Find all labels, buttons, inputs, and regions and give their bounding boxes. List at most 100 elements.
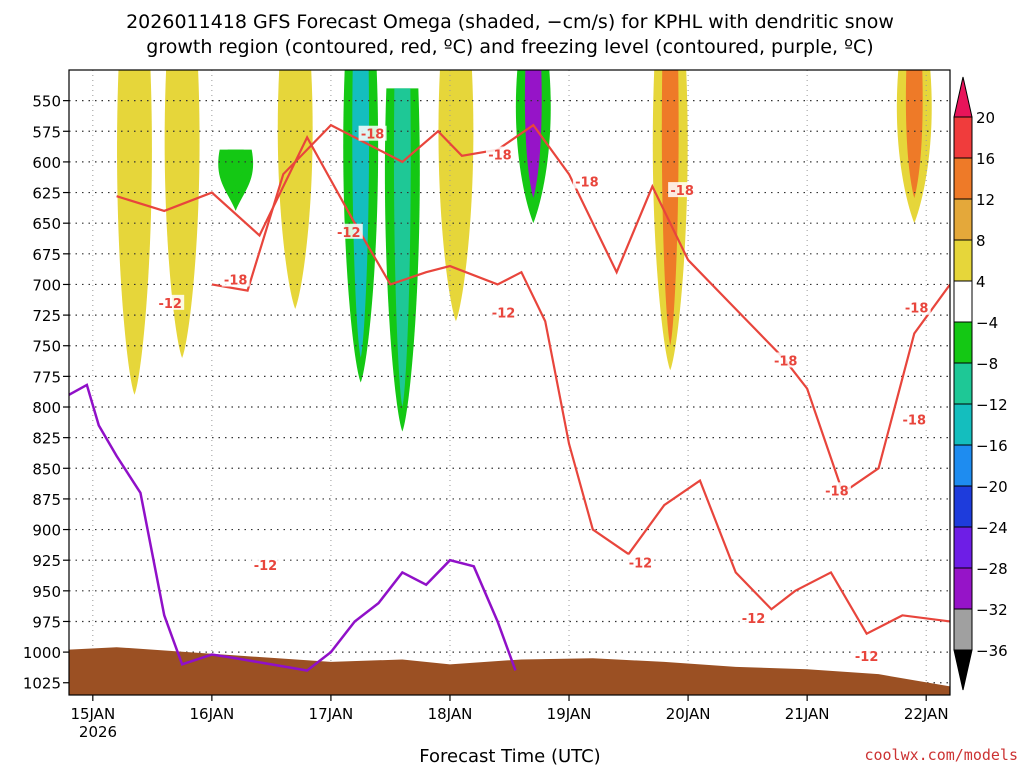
- omega-plume-core: [905, 70, 923, 199]
- x-tick-label: 15JAN: [70, 705, 115, 723]
- y-tick-label: 575: [32, 123, 61, 141]
- ground-surface: [69, 647, 950, 695]
- x-tick-label: 21JAN: [785, 705, 830, 723]
- colorbar-segment: [953, 362, 973, 405]
- colorbar-label: 12: [976, 191, 995, 209]
- x-tick-label: 17JAN: [309, 705, 354, 723]
- colorbar: 20 16 12 8 4 −4 −8 −12 −16 −20 −24 −28 −32 −36: [953, 76, 1008, 691]
- isotherm-label: -18: [825, 484, 849, 499]
- x-tick-label: 19JAN: [547, 705, 592, 723]
- colorbar-label: −24: [976, 519, 1008, 537]
- colorbar-label: −32: [976, 601, 1008, 619]
- isotherm-label: -12: [629, 557, 653, 572]
- chart-title-line1: 2026011418 GFS Forecast Omega (shaded, −…: [126, 11, 894, 33]
- omega-plume-core: [227, 149, 245, 186]
- y-tick-label: 775: [32, 368, 61, 386]
- isotherm-label-bg: [626, 554, 655, 570]
- y-tick-label: 650: [32, 215, 61, 233]
- y-tick-label: 675: [32, 246, 61, 264]
- x-year-label: 2026: [79, 723, 117, 741]
- y-tick-label: 900: [32, 522, 61, 540]
- y-tick-label: 725: [32, 307, 61, 325]
- x-axis-time: 15JAN 16JAN 17JAN 18JAN 19JAN 20JAN 21JAN 22JAN: [70, 695, 949, 723]
- x-tick-label: 22JAN: [904, 705, 949, 723]
- isotherm-label-bg: [572, 173, 601, 189]
- colorbar-label: −36: [976, 642, 1008, 660]
- isotherm-label: -18: [774, 354, 798, 369]
- isotherm-label: -18: [488, 149, 512, 164]
- isotherm-label-bg: [334, 223, 363, 239]
- plot-frame: [68, 69, 951, 696]
- omega-plume-core: [661, 70, 679, 346]
- omega-plume-core: [447, 70, 465, 297]
- plot-area: -18 -18 -18 -18 -18 -18 -18 -18 -18 -12 -12 -12 -12 -…: [69, 70, 950, 695]
- y-tick-label: 875: [32, 491, 61, 509]
- isotherm-labels: -18 -18 -18 -18 -18 -18 -18 -18 -18 -12 -12 -12 -12 -…: [156, 125, 931, 665]
- x-tick-label: 18JAN: [428, 705, 473, 723]
- isotherm-label-bg: [668, 182, 697, 198]
- colorbar-segment: [953, 608, 973, 651]
- isotherm-label: -12: [492, 307, 516, 322]
- x-tick-label: 16JAN: [189, 705, 234, 723]
- isotherm-label: -18: [361, 128, 385, 143]
- isotherm-minus18: [211, 123, 950, 495]
- isotherm-label: -12: [254, 559, 278, 574]
- omega-plume-core: [286, 70, 304, 284]
- y-tick-label: 975: [32, 613, 61, 631]
- isotherm-label-bg: [485, 146, 514, 162]
- x-axis-label: Forecast Time (UTC): [419, 746, 600, 767]
- y-tick-label: 950: [32, 583, 61, 601]
- omega-plume-core: [126, 70, 143, 370]
- colorbar-segment: [953, 485, 973, 528]
- omega-plume-core: [524, 70, 542, 199]
- x-tick-label: 20JAN: [666, 705, 711, 723]
- isotherm-label: -18: [670, 184, 694, 199]
- isotherm-label-bg: [739, 609, 768, 625]
- colorbar-segment: [953, 444, 973, 487]
- isotherm-label: -12: [855, 650, 879, 665]
- isotherm-label: -12: [337, 226, 361, 241]
- vertical-gridlines: [92, 70, 927, 695]
- y-tick-label: 925: [32, 552, 61, 570]
- credit-text: coolwx.com/models: [864, 746, 1018, 764]
- colorbar-segment: [953, 321, 973, 364]
- colorbar-label: 16: [976, 150, 995, 168]
- isotherm-label-bg: [902, 299, 931, 315]
- y-tick-label: 625: [32, 185, 61, 203]
- isotherm-label: -18: [905, 302, 929, 317]
- isotherm-label-bg: [251, 557, 280, 573]
- isotherm-label-bg: [771, 352, 800, 368]
- isotherm-label: -12: [158, 297, 182, 312]
- isotherm-label-bg: [489, 304, 518, 320]
- colorbar-label: −16: [976, 437, 1008, 455]
- colorbar-label: −28: [976, 560, 1008, 578]
- chart-title-line2: growth region (contoured, red, ºC) and f…: [146, 36, 873, 58]
- colorbar-label: 4: [976, 273, 986, 291]
- omega-plume-core: [173, 70, 191, 333]
- isotherm-label: -12: [742, 612, 766, 627]
- colorbar-label: −8: [976, 355, 998, 373]
- omega-plume-core: [393, 88, 411, 407]
- plot-background: [69, 70, 950, 695]
- y-tick-label: 700: [32, 276, 61, 294]
- isotherm-label-bg: [358, 125, 387, 141]
- y-tick-label: 750: [32, 338, 61, 356]
- y-tick-label: 1025: [23, 675, 61, 693]
- colorbar-segment: [953, 116, 973, 159]
- colorbar-segment: [953, 157, 973, 200]
- isotherm-label: -18: [224, 274, 248, 289]
- colorbar-segment: [953, 567, 973, 610]
- y-tick-label: 800: [32, 399, 61, 417]
- omega-shading: [117, 70, 932, 432]
- colorbar-label: −12: [976, 396, 1008, 414]
- colorbar-segment: [953, 198, 973, 241]
- colorbar-segment: [953, 239, 973, 282]
- y-tick-label: 850: [32, 460, 61, 478]
- dendritic-isotherms: [116, 123, 950, 636]
- y-tick-label: 600: [32, 154, 61, 172]
- colorbar-top-arrow: [953, 76, 973, 118]
- isotherm-label: -18: [575, 176, 599, 191]
- isotherm-label: -18: [903, 413, 927, 428]
- isotherm-label-bg: [221, 271, 250, 287]
